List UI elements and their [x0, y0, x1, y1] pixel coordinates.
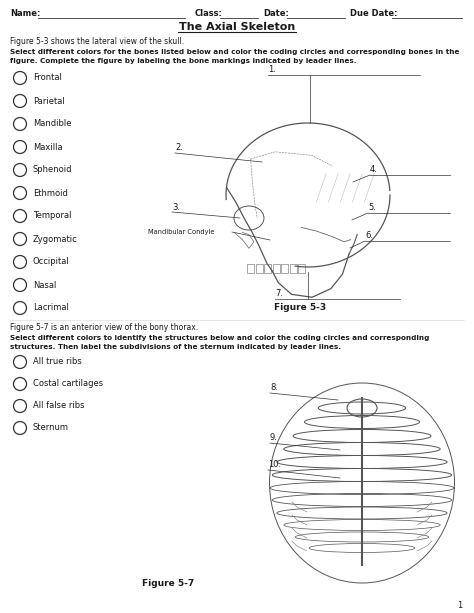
- Text: 7.: 7.: [275, 289, 283, 298]
- Text: Figure 5-7 is an anterior view of the bony thorax.: Figure 5-7 is an anterior view of the bo…: [10, 323, 198, 332]
- Text: Mandibular Condyle: Mandibular Condyle: [148, 229, 215, 235]
- Bar: [247, 264, 255, 273]
- Text: Mandible: Mandible: [33, 120, 72, 129]
- Text: Costal cartilages: Costal cartilages: [33, 379, 103, 389]
- Text: All true ribs: All true ribs: [33, 357, 82, 367]
- Text: 5.: 5.: [368, 203, 376, 212]
- Text: 2.: 2.: [175, 143, 183, 152]
- Text: 4.: 4.: [370, 165, 378, 174]
- Text: Figure 5-3 shows the lateral view of the skull.: Figure 5-3 shows the lateral view of the…: [10, 37, 184, 46]
- Text: Date:: Date:: [263, 9, 289, 18]
- Text: Figure 5-3: Figure 5-3: [274, 303, 326, 312]
- Text: Nasal: Nasal: [33, 281, 56, 289]
- Text: 9.: 9.: [270, 433, 278, 442]
- Text: Due Date:: Due Date:: [350, 9, 398, 18]
- Text: Sphenoid: Sphenoid: [33, 166, 73, 175]
- Text: Select different colors for the bones listed below and color the coding circles : Select different colors for the bones li…: [10, 49, 459, 55]
- Text: 6.: 6.: [365, 231, 373, 240]
- Text: Select different colors to identify the structures below and color the coding ci: Select different colors to identify the …: [10, 335, 429, 341]
- Bar: [256, 264, 263, 273]
- Text: structures. Then label the subdivisions of the sternum indicated by leader lines: structures. Then label the subdivisions …: [10, 344, 341, 350]
- Text: Lacrimal: Lacrimal: [33, 303, 69, 313]
- Text: Sternum: Sternum: [33, 424, 69, 433]
- Text: Name:: Name:: [10, 9, 40, 18]
- Text: Maxilla: Maxilla: [33, 142, 63, 151]
- Text: Zygomatic: Zygomatic: [33, 235, 78, 243]
- Text: 1: 1: [457, 601, 462, 610]
- Text: Frontal: Frontal: [33, 74, 62, 83]
- Text: Class:: Class:: [195, 9, 223, 18]
- Bar: [273, 264, 280, 273]
- Text: 1.: 1.: [268, 65, 276, 74]
- Text: All false ribs: All false ribs: [33, 402, 84, 411]
- Text: 3.: 3.: [172, 203, 180, 212]
- Text: Temporal: Temporal: [33, 211, 72, 221]
- Text: Ethmoid: Ethmoid: [33, 189, 68, 197]
- Bar: [290, 264, 297, 273]
- Text: The Axial Skeleton: The Axial Skeleton: [179, 22, 295, 32]
- Text: 8.: 8.: [270, 383, 278, 392]
- Bar: [282, 264, 288, 273]
- Text: Occipital: Occipital: [33, 257, 70, 267]
- Bar: [264, 264, 271, 273]
- Text: Parietal: Parietal: [33, 96, 65, 105]
- Text: Figure 5-7: Figure 5-7: [142, 579, 194, 588]
- Bar: [298, 264, 305, 273]
- Text: 10.: 10.: [268, 460, 281, 469]
- Text: figure. Complete the figure by labeling the bone markings indicated by leader li: figure. Complete the figure by labeling …: [10, 58, 356, 64]
